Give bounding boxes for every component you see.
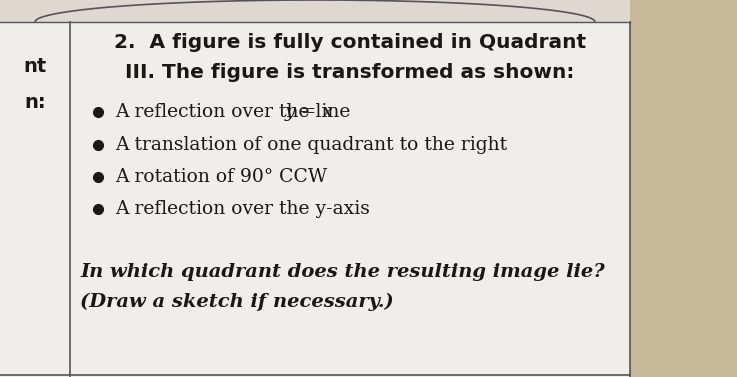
Text: (Draw a sketch if necessary.): (Draw a sketch if necessary.) <box>80 293 394 311</box>
Text: III. The figure is transformed as shown:: III. The figure is transformed as shown: <box>125 63 575 81</box>
Text: n:: n: <box>24 92 46 112</box>
Text: 2.  A figure is fully contained in Quadrant: 2. A figure is fully contained in Quadra… <box>114 32 586 52</box>
FancyBboxPatch shape <box>0 0 630 22</box>
Text: A reflection over the y-axis: A reflection over the y-axis <box>115 200 370 218</box>
Text: y = x: y = x <box>285 103 334 121</box>
Text: A rotation of 90° CCW: A rotation of 90° CCW <box>115 168 327 186</box>
Text: A reflection over the line: A reflection over the line <box>115 103 357 121</box>
Text: In which quadrant does the resulting image lie?: In which quadrant does the resulting ima… <box>80 263 604 281</box>
FancyBboxPatch shape <box>0 0 630 377</box>
Text: nt: nt <box>24 58 46 77</box>
Text: A translation of one quadrant to the right: A translation of one quadrant to the rig… <box>115 136 507 154</box>
